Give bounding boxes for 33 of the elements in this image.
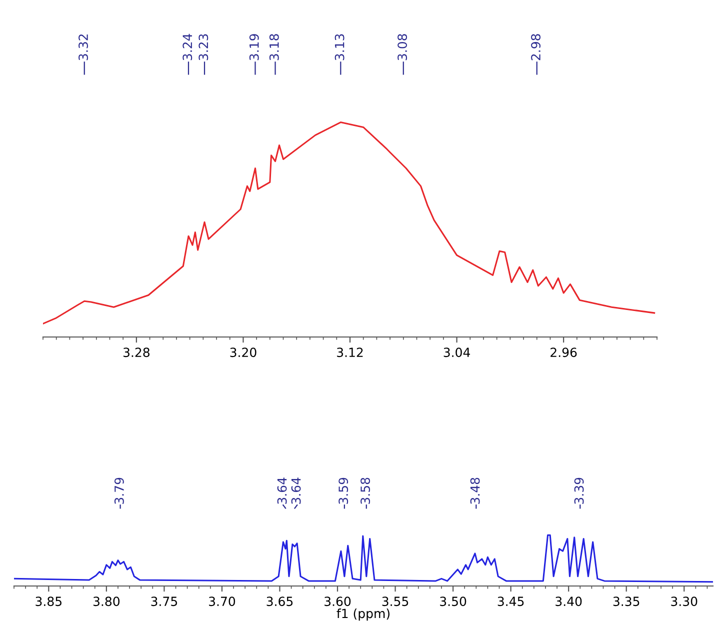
x-axis-title: f1 (ppm) [336, 608, 390, 621]
x-tick-label: 3.65 [266, 596, 293, 606]
x-tick-label: 3.35 [613, 596, 640, 606]
annotation: 2.98 [531, 34, 540, 60]
x-tick-label: 3.40 [556, 596, 582, 606]
x-tick-label: 3.70 [209, 596, 236, 606]
x-tick-label: 3.55 [382, 596, 408, 606]
x-tick-label: 2.96 [550, 348, 577, 358]
x-tick-label: 3.30 [671, 596, 698, 606]
annotation: 3.39 [574, 478, 584, 504]
x-tick-label: 3.75 [151, 596, 178, 606]
annotation: 3.23 [198, 34, 208, 60]
annotation: 3.24 [182, 34, 192, 60]
x-tick-label: 3.12 [337, 348, 363, 358]
x-tick-label: 3.85 [36, 596, 62, 606]
annotation: 3.79 [114, 478, 124, 504]
annotation: 3.18 [269, 34, 279, 60]
annotation: 3.64 [277, 478, 287, 504]
annotation: 3.59 [338, 478, 348, 504]
annotation: 3.32 [78, 34, 88, 60]
x-tick-label: 3.50 [440, 596, 466, 606]
x-tick-label: 3.04 [444, 348, 470, 358]
x-tick-label: 3.28 [123, 348, 150, 358]
x-tick-label: 3.80 [93, 596, 120, 606]
annotation: 3.64 [291, 478, 301, 504]
x-tick-label: 3.60 [324, 596, 351, 606]
annotation: 3.19 [249, 34, 259, 60]
annotation: 3.13 [334, 34, 344, 60]
x-tick-label: 3.20 [230, 348, 256, 358]
x-tick-label: 3.45 [498, 596, 524, 606]
annotation: 3.08 [398, 34, 408, 60]
annotation: 3.48 [470, 478, 480, 504]
annotation: 3.58 [360, 478, 370, 504]
